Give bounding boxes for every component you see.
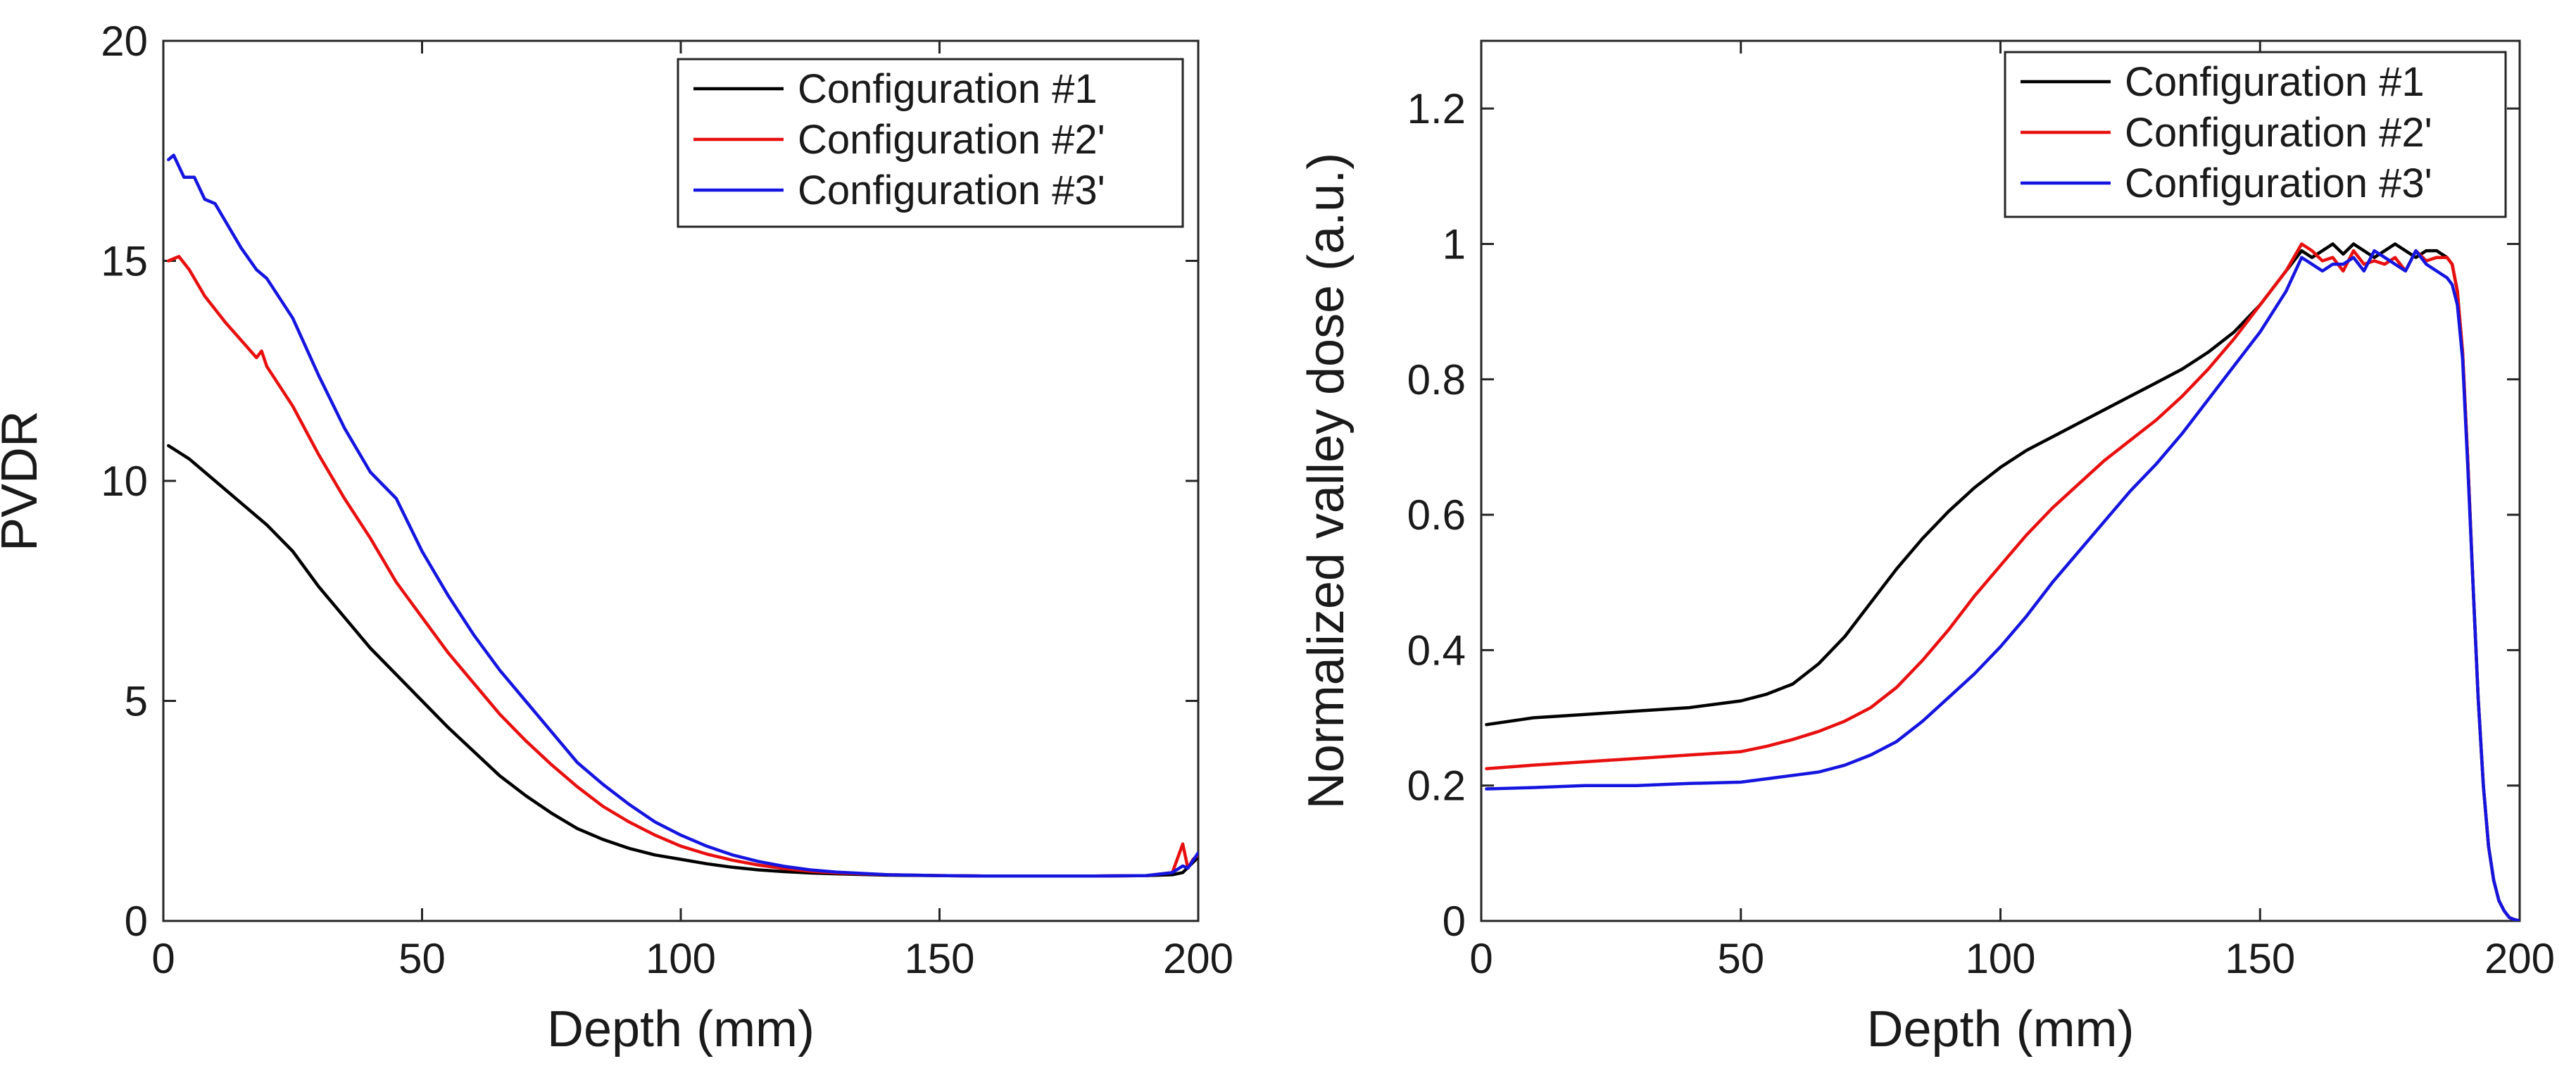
x-tick-label: 150 xyxy=(904,935,974,982)
y-tick-label: 0.4 xyxy=(1407,627,1466,674)
y-tick-label: 1 xyxy=(1443,220,1466,268)
y-tick-label: 10 xyxy=(101,458,148,505)
legend-label-1: Configuration #1 xyxy=(798,66,1098,112)
legend-label-3: Configuration #3' xyxy=(2125,161,2432,206)
y-tick-label: 0 xyxy=(1443,898,1466,945)
y-tick-label: 1.2 xyxy=(1407,85,1466,132)
x-tick-label: 100 xyxy=(646,935,716,982)
legend-label-2: Configuration #2' xyxy=(2125,110,2432,156)
x-tick-label: 50 xyxy=(398,935,446,982)
x-tick-label: 0 xyxy=(151,935,175,982)
x-axis-title: Depth (mm) xyxy=(547,1001,815,1058)
x-tick-label: 100 xyxy=(1965,935,2035,982)
series-line-2 xyxy=(167,255,1198,878)
x-tick-label: 0 xyxy=(1469,935,1493,982)
x-tick-label: 200 xyxy=(1163,935,1233,982)
x-tick-label: 50 xyxy=(1717,935,1764,982)
y-tick-label: 20 xyxy=(101,18,148,65)
x-tick-label: 200 xyxy=(2484,935,2555,982)
chart-panel-2: 0 50 100 150 200 0 0.2 0.4 0.6 0.8 1 1.2 Depth (mm) N… xyxy=(1298,39,2555,1058)
legend-box xyxy=(2004,51,2507,218)
series-line-2 xyxy=(1485,242,2520,921)
legend: Configuration #1 Configuration #2' Configu… xyxy=(677,58,1184,228)
legend-label-2: Configuration #2' xyxy=(798,117,1105,163)
legend-box xyxy=(677,58,1184,228)
x-tick-label: 150 xyxy=(2225,935,2295,982)
y-tick-label: 0.8 xyxy=(1407,356,1466,403)
series-line-3 xyxy=(167,153,1198,878)
series-line-3 xyxy=(1485,249,2520,921)
y-tick-label: 0.6 xyxy=(1407,491,1466,539)
y-axis-title: PVDR xyxy=(0,410,48,551)
chart-panel-1: 0 50 100 150 200 0 5 10 15 20 Depth (mm) PVDR Config… xyxy=(0,18,1233,1058)
series-line-1 xyxy=(1485,242,2520,921)
x-axis-title: Depth (mm) xyxy=(1866,1001,2134,1058)
legend-label-3: Configuration #3' xyxy=(798,168,1105,213)
y-axis-title: Normalized valley dose (a.u.) xyxy=(1298,153,1355,809)
y-tick-label: 0.2 xyxy=(1407,763,1466,810)
y-tick-label: 5 xyxy=(125,678,148,725)
legend: Configuration #1 Configuration #2' Configu… xyxy=(2004,51,2507,218)
legend-label-1: Configuration #1 xyxy=(2125,59,2425,105)
y-tick-label: 15 xyxy=(101,238,148,285)
y-tick-label: 0 xyxy=(125,898,148,945)
series-line-1 xyxy=(167,444,1198,878)
